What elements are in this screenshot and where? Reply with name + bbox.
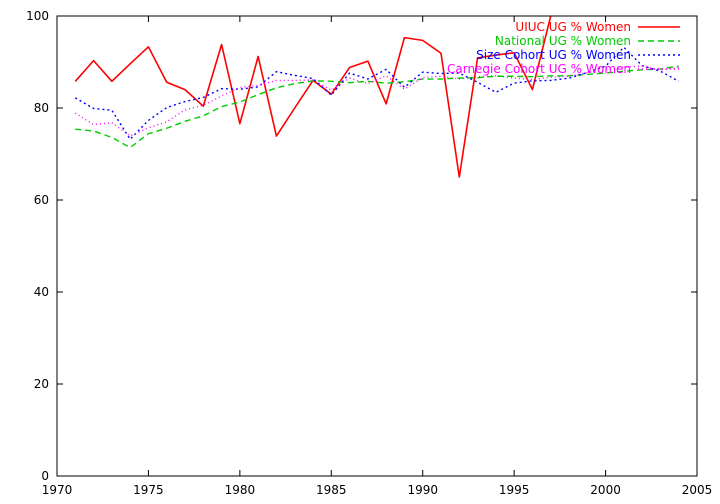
series-line-3: [74, 46, 680, 140]
x-tick-label: 1975: [133, 483, 164, 497]
legend-label-4: Carnegie Cohort UG % Women: [447, 62, 631, 76]
x-tick-label: 1990: [407, 483, 438, 497]
axes: 1970 1975 1980 1985 1990 1995 2000 2005 0 20 40 60 8…: [26, 9, 712, 497]
legend-label-3: Size Cohort UG % Women: [476, 48, 631, 62]
y-tick-label: 80: [34, 101, 49, 115]
plot-frame: [56, 15, 698, 477]
x-tick-label: 2000: [590, 483, 621, 497]
x-tick-label: 2005: [682, 483, 713, 497]
series-layer: [74, 16, 680, 178]
x-tick-label: 1970: [42, 483, 73, 497]
x-tick-label: 1985: [316, 483, 347, 497]
y-tick-label: 40: [34, 285, 49, 299]
y-tick-label: 60: [34, 193, 49, 207]
legend-label-1: UIUC UG % Women: [515, 20, 631, 34]
series-line-2: [75, 65, 679, 149]
x-tick-label: 1995: [499, 483, 530, 497]
y-tick-label: 100: [26, 9, 49, 23]
y-tick-label: 0: [41, 469, 49, 483]
y-tick-label: 20: [34, 377, 49, 391]
legend-label-2: National UG % Women: [495, 34, 631, 48]
series-line-4: [74, 65, 679, 137]
x-tick-label: 1980: [225, 483, 256, 497]
